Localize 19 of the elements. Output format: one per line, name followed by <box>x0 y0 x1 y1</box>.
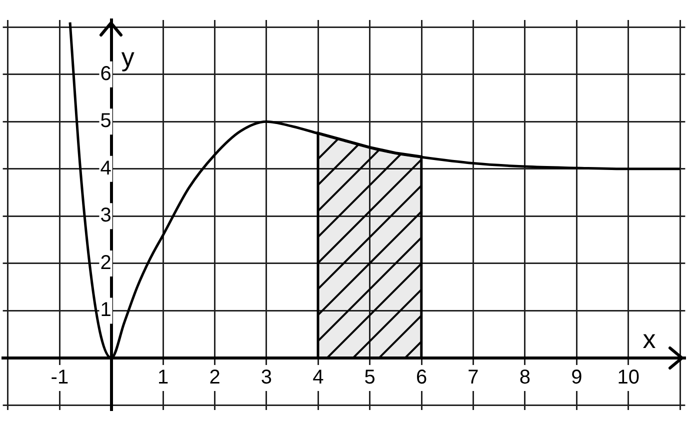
x-tick-label: 5 <box>364 366 376 389</box>
x-tick-label: 2 <box>209 366 220 389</box>
y-tick-label: 3 <box>100 204 112 227</box>
y-tick-label: 4 <box>100 157 112 180</box>
y-tick-label: 5 <box>100 110 112 132</box>
y-tick-label: 6 <box>100 62 112 85</box>
x-axis-title: x <box>642 324 656 354</box>
x-tick-label: 3 <box>260 366 272 389</box>
x-tick-label: 6 <box>416 366 428 389</box>
x-tick-label: 7 <box>468 366 479 389</box>
x-tick-label: 8 <box>519 366 530 389</box>
x-tick-label: 4 <box>312 366 324 389</box>
y-tick-label: 1 <box>100 299 112 322</box>
y-axis-title: y <box>121 42 134 72</box>
x-tick-label: 1 <box>158 366 169 389</box>
x-tick-label: 9 <box>571 366 582 389</box>
y-tick-label: 2 <box>100 252 112 274</box>
x-tick-label: -1 <box>50 366 69 389</box>
x-tick-label: 10 <box>617 366 640 389</box>
